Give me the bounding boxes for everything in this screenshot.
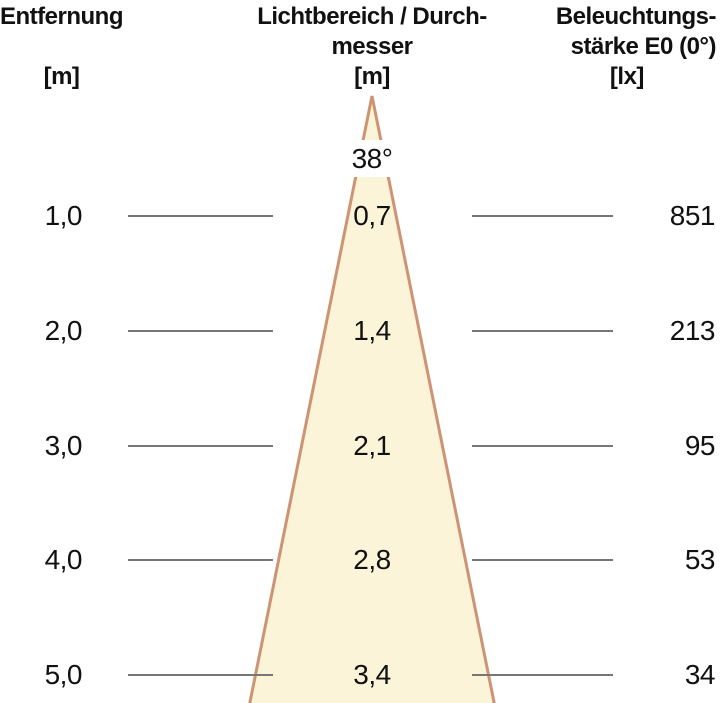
illuminance-value: 851 — [669, 200, 716, 231]
distance-value: 3,0 — [44, 429, 83, 461]
header-distance: Entfernung [m] — [0, 2, 123, 92]
row-rule-right — [472, 215, 613, 217]
header-beam-title-line2: messer — [331, 33, 413, 60]
light-cone-shape — [248, 95, 496, 703]
row-rule-left — [128, 674, 273, 676]
row-rule-right — [472, 444, 613, 447]
header-illuminance: Beleuchtungs- stärke E0 (0°) [lx] — [555, 2, 717, 92]
distance-value: 2,0 — [44, 314, 83, 346]
illuminance-value: 95 — [684, 429, 716, 461]
diameter-value: 1,4 — [353, 314, 391, 346]
header-beam-title-line1: Lichtbereich / Durch- — [257, 3, 487, 30]
illuminance-value: 213 — [669, 314, 716, 346]
diameter-value: 2,8 — [353, 544, 391, 576]
row-rule-left — [128, 559, 273, 562]
diameter-value: 0,7 — [353, 200, 391, 231]
diameter-value: 2,1 — [353, 429, 391, 461]
header-illuminance-title-line2: stärke E0 (0°) — [570, 33, 717, 60]
header-distance-title: Entfernung — [0, 3, 123, 30]
distance-value: 4,0 — [44, 544, 83, 576]
row-rule-right — [472, 674, 613, 676]
row-rule-right — [472, 329, 613, 332]
illuminance-value: 34 — [684, 659, 716, 690]
header-distance-unit: [m] — [43, 63, 80, 90]
row-rule-left — [128, 329, 273, 332]
header-beam: Lichtbereich / Durch- messer [m] — [242, 2, 502, 92]
header-illuminance-unit: [lx] — [609, 63, 645, 90]
beam-angle-label: 38° — [330, 140, 414, 177]
header-beam-unit: [m] — [354, 63, 390, 90]
row-rule-left — [128, 444, 273, 447]
row-rule-left — [128, 215, 273, 217]
diameter-value: 3,4 — [353, 659, 391, 690]
illuminance-value: 53 — [684, 544, 716, 576]
distance-value: 1,0 — [44, 200, 83, 231]
row-rule-right — [472, 559, 613, 562]
distance-value: 5,0 — [44, 659, 83, 690]
header-illuminance-title-line1: Beleuchtungs- — [555, 3, 717, 30]
